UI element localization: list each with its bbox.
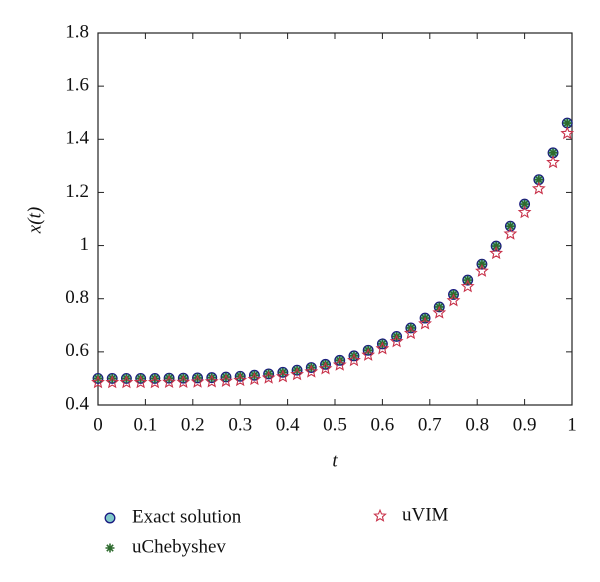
point <box>275 369 290 383</box>
point <box>489 246 504 260</box>
point <box>503 226 518 240</box>
y-tick-label: 0.8 <box>65 287 89 308</box>
point <box>105 375 120 389</box>
x-tick-label: 0.4 <box>276 414 300 435</box>
legend-marker <box>373 508 387 522</box>
x-tick-label: 0.3 <box>228 414 252 435</box>
legend-marker <box>104 512 116 524</box>
point <box>432 305 447 319</box>
point <box>361 347 376 361</box>
point <box>204 374 219 388</box>
point <box>562 118 572 128</box>
point <box>107 373 117 383</box>
point <box>304 364 319 378</box>
legend-label: Exact solution <box>132 506 242 527</box>
point <box>247 371 262 386</box>
y-tick-label: 0.6 <box>65 340 89 361</box>
point <box>176 374 191 389</box>
point <box>418 316 432 330</box>
point <box>531 181 546 195</box>
point <box>560 126 575 140</box>
y-tick-label: 1 <box>80 234 90 255</box>
point <box>389 334 404 348</box>
point <box>375 341 390 355</box>
x-tick-label: 0.6 <box>371 414 395 435</box>
x-tick-label: 0.1 <box>134 414 158 435</box>
point <box>306 363 316 373</box>
y-tick-label: 1.4 <box>65 128 89 149</box>
point <box>475 263 489 277</box>
point <box>136 373 146 383</box>
point <box>178 373 188 383</box>
point <box>278 367 288 377</box>
point <box>460 279 475 293</box>
point <box>534 175 544 185</box>
x-tick-label: 0.7 <box>418 414 442 435</box>
x-tick-label: 0.9 <box>513 414 537 435</box>
point <box>321 359 331 369</box>
point <box>93 373 103 383</box>
point <box>193 373 203 383</box>
y-tick-label: 1.2 <box>65 181 89 202</box>
y-axis-label: x(t) <box>24 207 45 234</box>
point <box>164 373 174 383</box>
point <box>221 372 231 382</box>
point <box>548 148 558 158</box>
x-tick-label: 0.2 <box>181 414 205 435</box>
x-tick-label: 1 <box>567 414 577 435</box>
point <box>290 367 304 381</box>
x-axis-label: t <box>332 450 338 471</box>
point <box>190 374 205 388</box>
legend-label: uVIM <box>402 504 449 525</box>
point <box>119 375 134 389</box>
point <box>207 373 217 383</box>
point <box>332 357 347 371</box>
point <box>219 373 233 387</box>
point <box>546 155 560 169</box>
point <box>446 293 461 307</box>
x-tick-label: 0.8 <box>465 414 489 435</box>
y-tick-label: 0.4 <box>65 393 89 414</box>
point <box>318 361 333 375</box>
point <box>403 326 418 340</box>
point <box>261 370 276 384</box>
point <box>162 374 176 389</box>
point <box>235 371 245 381</box>
legend-label: uChebyshev <box>132 536 226 557</box>
point <box>147 375 162 389</box>
point <box>347 353 361 367</box>
point <box>133 375 148 389</box>
point <box>150 373 160 383</box>
point <box>517 205 532 219</box>
point <box>233 373 248 387</box>
plot-frame <box>97 32 573 406</box>
point <box>91 375 105 389</box>
point <box>292 365 302 375</box>
point <box>520 199 530 209</box>
y-tick-label: 1.6 <box>65 75 89 96</box>
legend-marker <box>105 543 115 553</box>
point <box>264 369 274 379</box>
y-tick-label: 1.8 <box>65 21 89 42</box>
point <box>505 221 515 231</box>
point <box>249 370 259 380</box>
x-tick-label: 0 <box>93 414 103 435</box>
x-tick-label: 0.5 <box>323 414 347 435</box>
point <box>121 373 131 383</box>
